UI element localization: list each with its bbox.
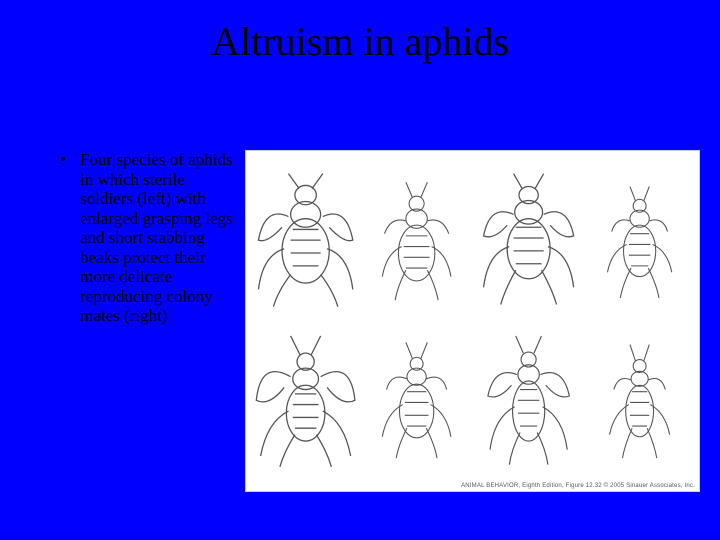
- content-row: • Four species of aphids in which steril…: [0, 75, 720, 492]
- aphid-figure: ANIMAL BEHAVIOR, Eighth Edition, Figure …: [245, 150, 700, 492]
- aphid-reproductive-2: [586, 161, 693, 315]
- figure-caption: ANIMAL BEHAVIOR, Eighth Edition, Figure …: [461, 483, 695, 489]
- aphid-soldier-3: [252, 319, 359, 473]
- bullet-list: • Four species of aphids in which steril…: [60, 150, 235, 326]
- aphid-reproductive-3: [363, 319, 470, 473]
- aphid-soldier-2: [475, 161, 582, 315]
- page-title: Altruism in aphids: [0, 0, 720, 75]
- aphid-reproductive-4: [586, 319, 693, 473]
- aphid-soldier-4: [475, 319, 582, 473]
- aphid-grid: [246, 151, 699, 477]
- bullet-item: • Four species of aphids in which steril…: [60, 150, 235, 326]
- bullet-mark: •: [60, 150, 80, 326]
- bullet-text: Four species of aphids in which sterile …: [80, 150, 235, 326]
- aphid-reproductive-1: [363, 161, 470, 315]
- aphid-soldier-1: [252, 161, 359, 315]
